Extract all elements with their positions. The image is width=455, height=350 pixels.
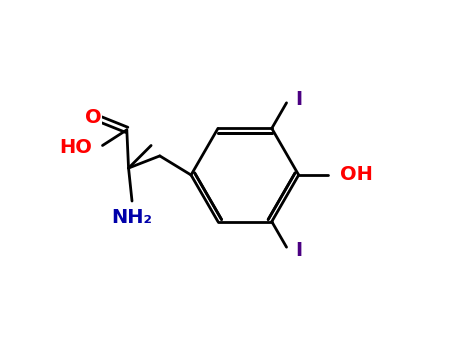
Text: NH₂: NH₂: [111, 208, 152, 227]
Text: OH: OH: [340, 166, 373, 184]
Text: I: I: [295, 90, 302, 109]
Text: I: I: [295, 241, 302, 260]
Text: HO: HO: [59, 138, 92, 157]
Text: O: O: [85, 108, 101, 127]
